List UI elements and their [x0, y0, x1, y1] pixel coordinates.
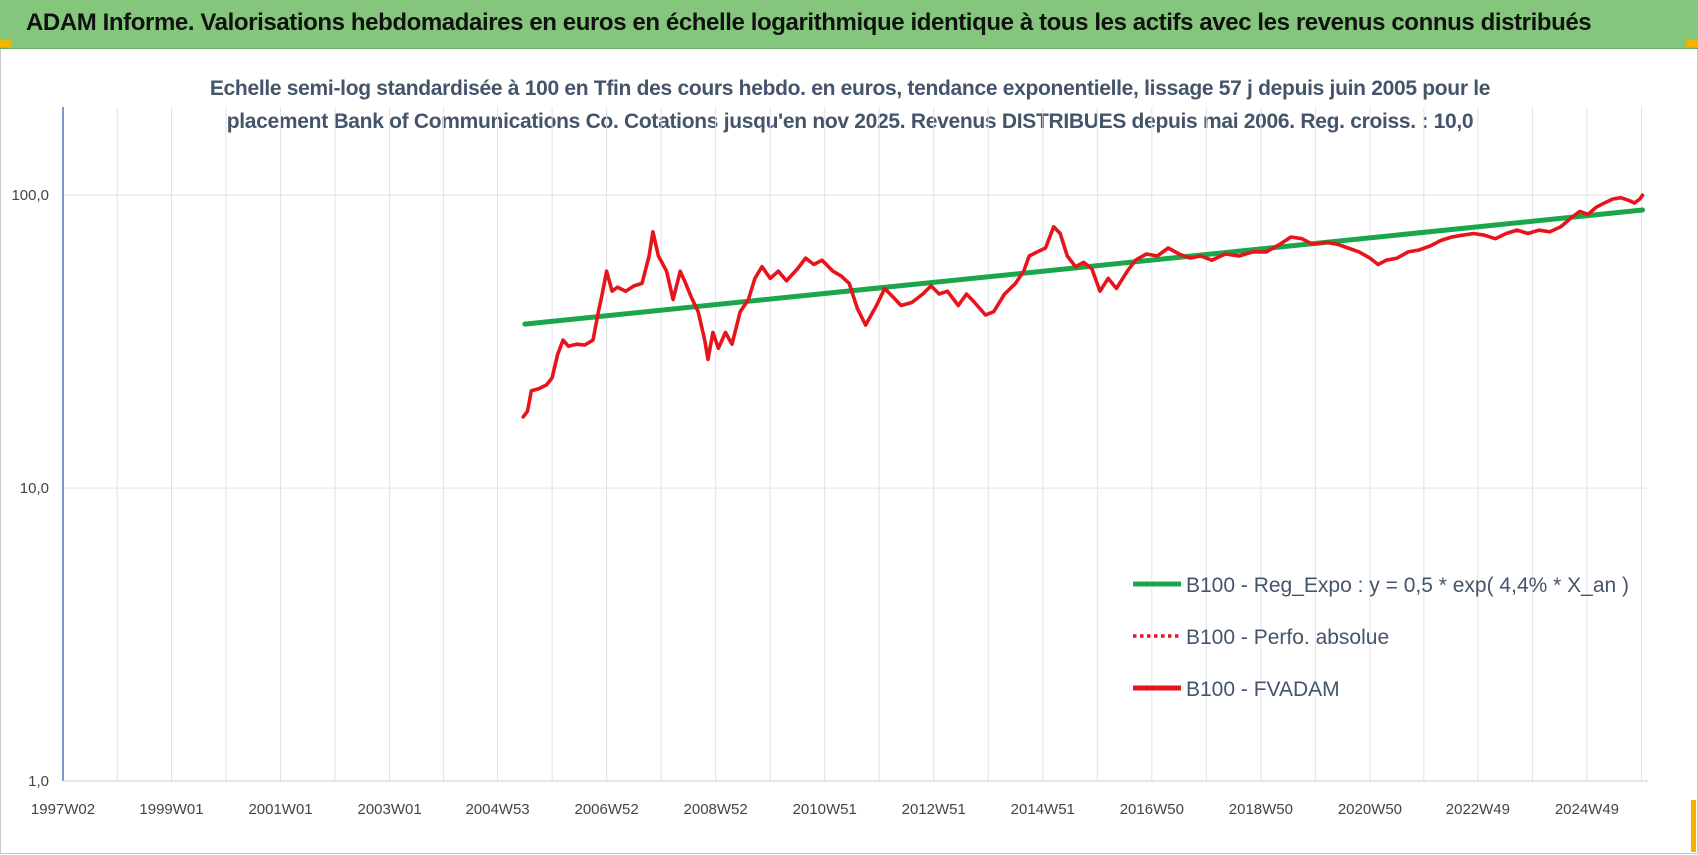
series-layer: [521, 193, 1645, 419]
x-tick-label: 2016W50: [1120, 801, 1184, 818]
x-tick-label: 2010W51: [793, 801, 857, 818]
x-tick-label: 2024W49: [1555, 801, 1619, 818]
x-tick-label: 2006W52: [574, 801, 638, 818]
x-tick-label: 1999W01: [139, 801, 203, 818]
x-tick-label: 2014W51: [1011, 801, 1075, 818]
chart-title-line-2: placement Bank of Communications Co. Cot…: [226, 110, 1474, 133]
x-tick-label: 2018W50: [1229, 801, 1293, 818]
x-tick-label: 2003W01: [357, 801, 421, 818]
y-tick-label: 1,0: [28, 773, 49, 790]
corner-accent-top-left: [0, 40, 12, 47]
y-tick-label: 10,0: [20, 480, 49, 497]
series-line-regression: [522, 207, 1645, 327]
x-tick-label: 2001W01: [248, 801, 312, 818]
chart-title: Echelle semi-log standardisée à 100 en T…: [160, 72, 1540, 138]
corner-accent-top-right: [1686, 40, 1698, 47]
corner-accent-bottom-right: [1691, 800, 1696, 852]
x-tick-label: 2012W51: [902, 801, 966, 818]
x-tick-label: 1997W02: [31, 801, 95, 818]
axis-layer: 1,0 10,0 100,0 1997W02 1999W01 2001W01 2003W01…: [11, 107, 1648, 818]
grid-layer: [62, 107, 1648, 782]
x-tick-label: 2008W52: [684, 801, 748, 818]
x-tick-label: 2022W49: [1446, 801, 1510, 818]
legend-label: B100 - Reg_Expo : y = 0,5 * exp( 4,4% * …: [1186, 574, 1629, 597]
chart-title-line-1: Echelle semi-log standardisée à 100 en T…: [209, 77, 1491, 100]
series-line-fvadam: [521, 193, 1645, 419]
y-tick-label: 100,0: [11, 187, 49, 204]
x-tick-label: 2020W50: [1338, 801, 1402, 818]
header-banner: ADAM Informe. Valorisations hebdomadaire…: [0, 0, 1698, 49]
legend-label: B100 - FVADAM: [1186, 678, 1340, 701]
x-tick-label: 2004W53: [465, 801, 529, 818]
legend-label: B100 - Perfo. absolue: [1186, 626, 1389, 649]
legend: B100 - Reg_Expo : y = 0,5 * exp( 4,4% * …: [1133, 574, 1629, 701]
page-title: ADAM Informe. Valorisations hebdomadaire…: [26, 9, 1592, 36]
